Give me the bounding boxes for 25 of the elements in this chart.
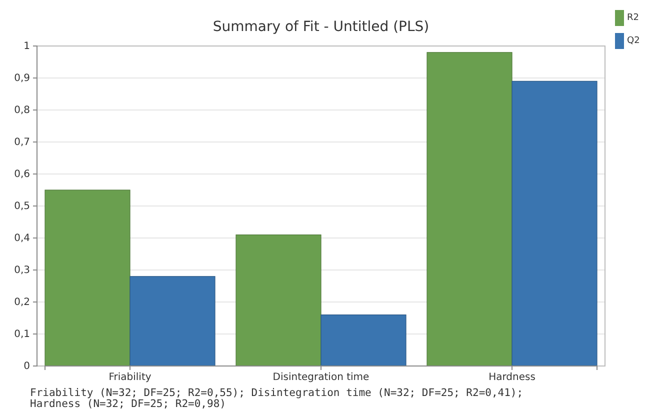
- y-tick-label: 0: [24, 361, 30, 372]
- y-tick-label: 0,8: [14, 105, 30, 116]
- x-tick-label: Hardness: [488, 372, 536, 384]
- y-tick-label: 0,2: [14, 297, 30, 308]
- bar: [130, 276, 216, 366]
- x-tick-label: Friability: [108, 372, 152, 384]
- y-tick-label: 0,9: [14, 73, 30, 84]
- y-tick-label: 0,3: [14, 265, 30, 276]
- bar: [320, 314, 406, 366]
- legend-label: R2: [627, 13, 639, 23]
- y-tick-label: 0,5: [14, 201, 30, 212]
- y-tick-label: 0,6: [14, 169, 30, 180]
- bar: [236, 234, 322, 366]
- bar: [512, 80, 598, 366]
- legend-label: Q2: [627, 36, 640, 46]
- bar: [44, 190, 130, 366]
- text: Friability (N=32; DF=25; R2=0,55); Disintegration time (N=32; DF=25; R2=0,41);: [30, 387, 524, 399]
- y-tick-label: 1: [24, 41, 30, 52]
- bar: [426, 52, 512, 366]
- y-tick-label: 0,1: [14, 329, 30, 340]
- text: Hardness (N=32; DF=25; R2=0,98): [30, 398, 226, 410]
- y-tick-label: 0,7: [14, 137, 30, 148]
- chart-title: Summary of Fit - Untitled (PLS): [212, 19, 430, 35]
- x-tick-label: Disintegration time: [272, 372, 370, 384]
- y-tick-label: 0,4: [14, 233, 30, 244]
